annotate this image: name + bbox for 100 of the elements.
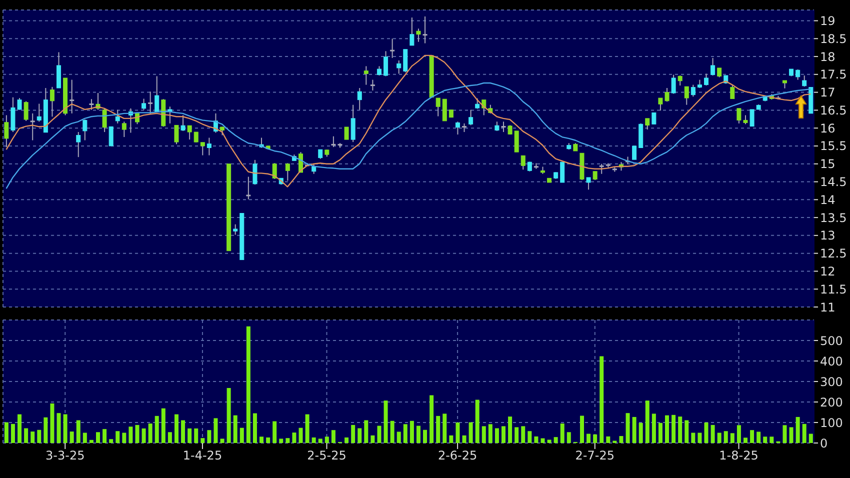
bar [298, 428, 303, 443]
bar [161, 408, 166, 443]
candlestick [514, 130, 519, 153]
bar [10, 424, 15, 443]
bar [252, 413, 257, 443]
bar [619, 436, 624, 443]
candlestick [246, 176, 251, 200]
bar [128, 426, 133, 443]
candlestick [76, 132, 81, 158]
candlestick [475, 98, 480, 110]
candlestick [520, 155, 526, 170]
bar [279, 438, 284, 443]
candlestick [168, 106, 172, 124]
bar [456, 422, 460, 443]
candlestick [802, 74, 807, 88]
y-tick-label: 12 [820, 264, 836, 278]
bar [174, 414, 178, 443]
bar [593, 434, 598, 443]
candlestick [102, 108, 107, 133]
candlestick [272, 162, 277, 180]
bar [344, 437, 349, 443]
bar [30, 432, 35, 443]
x-tick-label: 1-4-25 [182, 448, 222, 463]
candlestick [468, 109, 474, 126]
y-tick-label: 13.5 [820, 210, 847, 225]
bar [416, 426, 420, 443]
candlestick [678, 74, 682, 86]
candlestick [70, 79, 74, 114]
bar [514, 427, 519, 443]
bar [396, 432, 401, 443]
y-tick-label: 19 [820, 14, 836, 28]
bar [168, 432, 172, 443]
bar [233, 415, 238, 443]
bar [188, 428, 192, 443]
bar [632, 416, 636, 443]
candlestick [501, 121, 506, 133]
candlestick [233, 224, 238, 236]
candlestick [194, 132, 198, 143]
candlestick [384, 50, 388, 77]
candlestick [89, 98, 94, 110]
bar [358, 428, 362, 443]
bar [730, 433, 734, 443]
y-tick-label: 100 [820, 416, 843, 430]
y-tick-label: 11 [820, 300, 836, 314]
bar [207, 430, 212, 443]
line-series [6, 82, 812, 190]
candlestick [36, 103, 42, 122]
bar [102, 429, 107, 443]
candlestick [396, 60, 402, 74]
y-tick-label: 16 [820, 121, 836, 136]
bar [717, 432, 722, 443]
bar [37, 430, 42, 443]
candlestick [455, 121, 460, 136]
candlestick [285, 162, 290, 182]
candlestick [586, 176, 591, 190]
bar [724, 431, 728, 443]
bar [44, 417, 48, 443]
bar [96, 432, 100, 443]
bar [704, 422, 708, 443]
candlestick [206, 137, 212, 156]
bar [286, 438, 290, 443]
y-tick-label: 11.5 [820, 282, 847, 296]
candlestick [180, 114, 186, 132]
y-tick-label: 0 [820, 436, 828, 450]
bar [384, 400, 388, 443]
candlestick [50, 86, 54, 118]
y-tick-label: 12.5 [820, 246, 847, 261]
bar [763, 436, 768, 443]
bar [246, 326, 250, 443]
bar [606, 436, 610, 443]
y-tick-label: 200 [820, 395, 843, 410]
bar [658, 422, 662, 443]
y-tick-label: 15.5 [820, 139, 847, 154]
bar [462, 435, 466, 443]
candlestick [390, 38, 395, 58]
bar [70, 432, 74, 443]
bar [324, 436, 329, 443]
bar [148, 424, 152, 443]
candlestick [684, 86, 689, 106]
y-tick-label: 16.5 [820, 103, 847, 118]
candlestick [24, 100, 28, 122]
bar [802, 424, 806, 443]
candlestick [796, 68, 800, 80]
candlestick [318, 149, 323, 160]
y-tick-label: 14 [820, 192, 836, 207]
bar [89, 440, 94, 443]
bar [226, 388, 231, 443]
bar [645, 400, 650, 443]
bar [736, 425, 741, 443]
bar [678, 416, 682, 443]
y-tick-label: 18.5 [820, 32, 847, 46]
candlestick [108, 126, 114, 146]
bar [586, 434, 591, 443]
bar [449, 435, 454, 443]
bar [521, 426, 526, 443]
bar [116, 431, 120, 443]
bar [547, 440, 552, 443]
bar [200, 438, 205, 443]
candlestick [376, 66, 382, 76]
candlestick [200, 142, 205, 156]
